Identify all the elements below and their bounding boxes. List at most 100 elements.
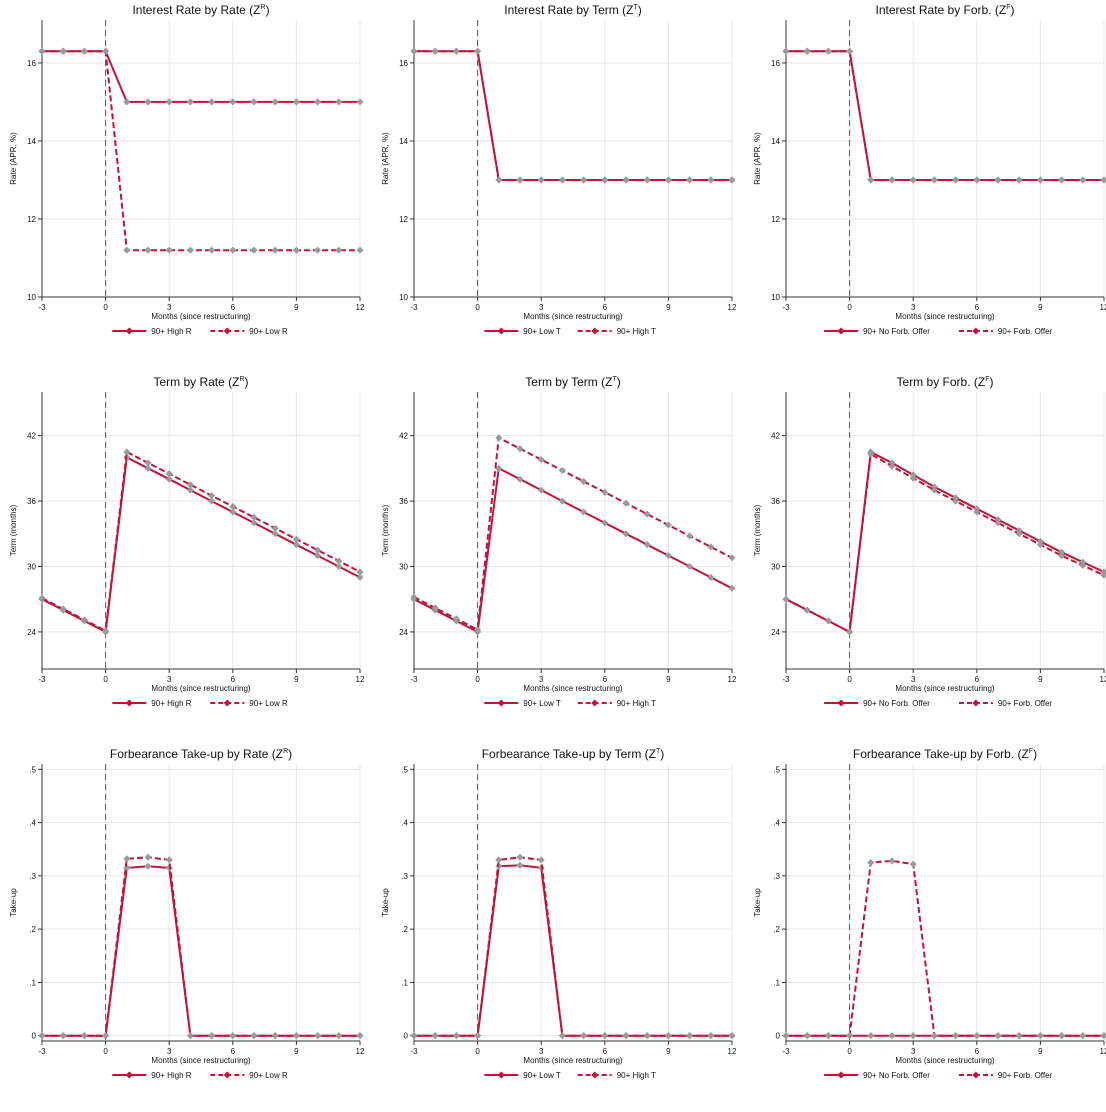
data-point xyxy=(601,176,609,184)
data-point xyxy=(601,1032,609,1040)
chart-title-close: ) xyxy=(1033,747,1037,761)
data-point xyxy=(271,524,279,532)
chart-title-superscript: F xyxy=(985,376,989,383)
data-point xyxy=(558,497,566,505)
series-line xyxy=(414,50,732,181)
chart-svg: Forbearance Take-up by Forb. (ZF) 0 .1 .2 .3… xyxy=(753,747,1106,1080)
data-point xyxy=(824,47,832,55)
x-axis-label: Months (since restructuring) xyxy=(895,312,994,321)
data-point xyxy=(909,860,917,868)
chart-title: Forbearance Take-up by Forb. (ZF) xyxy=(853,747,1037,761)
chart-title-close: ) xyxy=(245,375,249,389)
chart-title-superscript: R xyxy=(283,748,288,755)
legend-marker xyxy=(125,699,133,707)
x-tick-label: -3 xyxy=(782,303,790,312)
chart-svg: Interest Rate by Term (ZT) 10 12 14 16 -3 0 3 6 9… xyxy=(381,3,737,336)
x-tick-label: 6 xyxy=(231,675,236,684)
data-point xyxy=(782,1032,790,1040)
legend-label: 90+ Low T xyxy=(523,699,561,708)
x-tick-label: 3 xyxy=(167,1047,172,1056)
y-tick-label: 36 xyxy=(771,497,780,506)
x-tick-label: 12 xyxy=(1100,675,1106,684)
legend-marker xyxy=(591,1071,599,1079)
x-tick-label: 12 xyxy=(356,675,365,684)
x-tick-label: 9 xyxy=(666,1047,671,1056)
legend-marker xyxy=(972,699,980,707)
data-point xyxy=(707,543,715,551)
data-point xyxy=(186,246,194,254)
data-point xyxy=(558,466,566,475)
data-point xyxy=(994,176,1002,184)
data-point xyxy=(410,1032,418,1040)
y-tick-label: .2 xyxy=(401,925,408,934)
data-point xyxy=(824,617,832,625)
legend-label: 90+ Low T xyxy=(523,1071,561,1080)
y-axis-label: Rate (APR, %) xyxy=(381,132,390,185)
data-point xyxy=(229,1032,237,1040)
y-tick-label: .4 xyxy=(401,819,408,828)
y-tick-label: 10 xyxy=(771,293,780,302)
chart-svg: Interest Rate by Forb. (ZF) 10 12 14 16 -3 0 3 6… xyxy=(753,3,1106,336)
y-axis-label: Rate (APR, %) xyxy=(753,132,762,185)
data-point xyxy=(558,176,566,184)
chart-title-superscript: F xyxy=(1006,4,1010,11)
chart-panel: Term by Term (ZT) 24 30 36 42 -3 0 3 6 9 12 Months … xyxy=(372,372,744,740)
data-point xyxy=(622,499,630,507)
chart-title-main: Forbearance Take-up by Rate (Z xyxy=(110,747,283,761)
y-tick-label: 30 xyxy=(27,562,36,571)
chart-svg: Forbearance Take-up by Rate (ZR) 0 .1 .2 .3.… xyxy=(9,747,365,1080)
chart-title: Forbearance Take-up by Term (ZT) xyxy=(482,747,665,761)
y-tick-label: 12 xyxy=(771,215,780,224)
y-tick-label: 10 xyxy=(27,293,36,302)
legend-label: 90+ High R xyxy=(151,327,191,336)
x-tick-label: 12 xyxy=(356,303,365,312)
data-point xyxy=(558,1032,566,1040)
data-point xyxy=(250,98,258,106)
data-point xyxy=(314,98,322,106)
legend-marker xyxy=(223,1071,231,1079)
data-point xyxy=(186,486,194,494)
data-point xyxy=(580,477,588,485)
legend-marker xyxy=(972,327,980,335)
x-tick-label: 6 xyxy=(231,1047,236,1056)
data-point xyxy=(1079,176,1087,184)
data-point xyxy=(38,1032,46,1040)
data-point xyxy=(1015,530,1023,538)
y-tick-label: .2 xyxy=(29,925,36,934)
data-point xyxy=(909,176,917,184)
data-point xyxy=(356,1032,364,1040)
data-point xyxy=(102,47,110,55)
data-point xyxy=(728,1032,736,1040)
x-axis-label: Months (since restructuring) xyxy=(523,312,622,321)
chart-title-main: Interest Rate by Term (Z xyxy=(504,3,633,17)
y-tick-label: .1 xyxy=(401,978,408,987)
data-point xyxy=(1058,1032,1066,1040)
chart-title-close: ) xyxy=(288,747,292,761)
y-tick-label: .2 xyxy=(773,925,780,934)
y-axis-label: Term (months) xyxy=(381,504,390,556)
series-line xyxy=(786,50,1104,181)
y-axis-label: Take-up xyxy=(381,888,390,917)
legend-label: 90+ High R xyxy=(151,699,191,708)
data-point xyxy=(186,481,194,489)
y-tick-label: 14 xyxy=(27,137,36,146)
data-point xyxy=(686,176,694,184)
y-tick-label: 30 xyxy=(399,562,408,571)
y-axis-label: Take-up xyxy=(9,888,18,917)
series-line xyxy=(414,856,732,1037)
x-axis-label: Months (since restructuring) xyxy=(151,684,250,693)
chart-title-main: Term by Term (Z xyxy=(525,375,612,389)
x-tick-label: 9 xyxy=(294,303,299,312)
data-point xyxy=(994,1032,1002,1040)
x-tick-label: 6 xyxy=(975,1047,980,1056)
chart-panel: Interest Rate by Rate (ZR) 10 12 14 16 -3 0 3 6 9… xyxy=(0,0,372,368)
y-tick-label: 0 xyxy=(32,1032,37,1041)
legend-label: 90+ High T xyxy=(617,699,656,708)
data-point xyxy=(495,856,503,864)
series-line xyxy=(41,451,361,632)
data-point xyxy=(516,176,524,184)
legend-label: 90+ Forb. Offer xyxy=(998,699,1053,708)
data-point xyxy=(123,98,131,106)
x-tick-label: -3 xyxy=(782,675,790,684)
